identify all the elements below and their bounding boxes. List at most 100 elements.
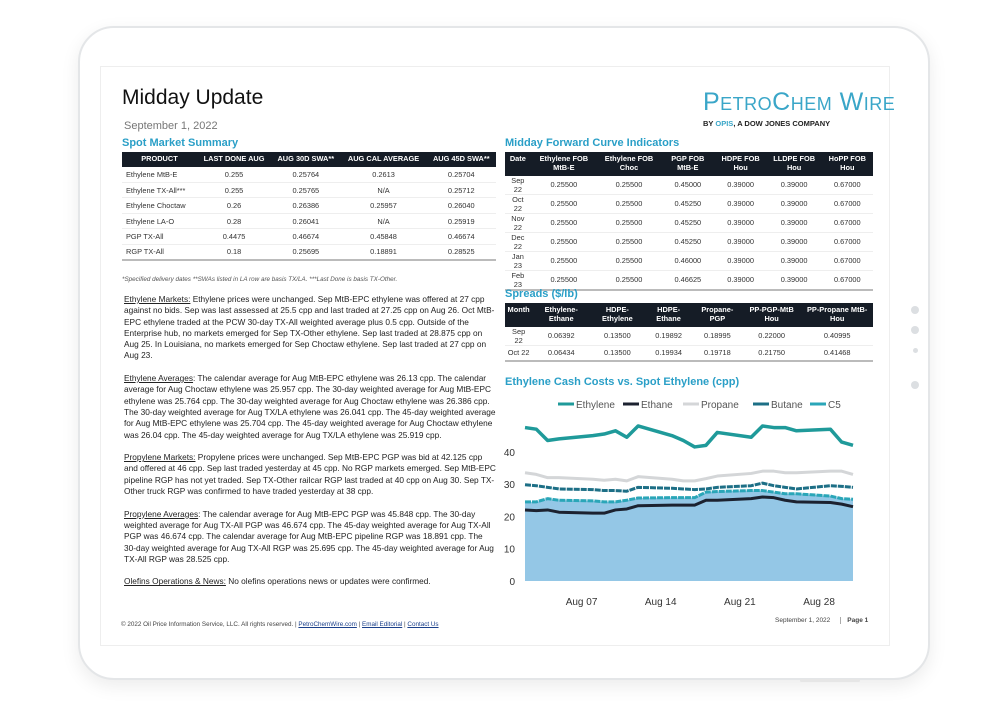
table-cell: 0.25500 (596, 270, 662, 291)
column-header[interactable]: Date (505, 152, 531, 176)
table-cell: 0.25500 (596, 251, 662, 271)
column-header[interactable]: Ethylene FOB Choc (596, 152, 662, 176)
table-cell: 0.26 (196, 197, 272, 214)
spreads-title: Spreads ($/lb) (505, 288, 578, 300)
table-cell: 0.39000 (766, 251, 822, 271)
x-tick-label: Aug 28 (803, 597, 835, 608)
paragraph-text: Propylene prices were unchanged. Sep MtB… (124, 452, 496, 497)
table-cell: Feb 23 (505, 270, 531, 291)
column-header[interactable]: PP-PGP-MtB Hou (741, 303, 802, 327)
table-row: Ethylene LA-O 0.28 0.26041 N/A 0.25919 (122, 213, 496, 230)
table-cell: Ethylene TX-All*** (122, 182, 197, 199)
table-row: Oct 22 0.25500 0.25500 0.45250 0.39000 0.3900… (505, 194, 873, 214)
paragraph-text: Ethylene prices were unchanged. Sep MtB-… (124, 294, 495, 361)
table-cell: Oct 22 (505, 194, 531, 214)
paragraph-text: : The calendar average for Aug MtB-EPC e… (124, 373, 496, 440)
y-tick-label: 20 (504, 512, 516, 523)
table-cell: 0.41468 (801, 345, 873, 362)
column-header[interactable]: HDPE-Ethylene (590, 303, 645, 327)
column-header[interactable]: HoPP FOB Hou (821, 152, 873, 176)
footer: © 2022 Oil Price Information Service, LL… (121, 621, 439, 628)
table-cell: 0.13500 (590, 345, 645, 362)
column-header[interactable]: LLDPE FOB Hou (766, 152, 822, 176)
table-row: Sep 22 0.25500 0.25500 0.45000 0.39000 0.3900… (505, 175, 873, 195)
table-cell: 0.67000 (821, 232, 873, 252)
table-cell: 0.28 (196, 213, 272, 230)
column-header[interactable]: Ethylene-Ethane (532, 303, 591, 327)
table-cell: N/A (340, 213, 427, 230)
logo: PetroChem Wire (703, 88, 896, 116)
page-number: Page 1 (840, 617, 869, 624)
table-cell: 0.255 (196, 166, 272, 183)
table-cell: 0.46674 (426, 228, 496, 245)
column-header[interactable]: PRODUCT (122, 152, 197, 167)
footer-right: September 1, 2022 Page 1 (775, 617, 869, 624)
column-header[interactable]: HDPE-Ethane (644, 303, 693, 327)
table-cell: 0.18891 (340, 244, 427, 261)
table-cell: 0.18995 (692, 326, 742, 346)
table-cell: 0.25500 (530, 270, 597, 291)
table-row: Ethylene Choctaw 0.26 0.26386 0.25957 0.2604… (122, 197, 496, 214)
table-cell: 0.25500 (530, 213, 597, 233)
email-editorial-link[interactable]: Email Editorial (362, 621, 403, 628)
legend-label: Butane (771, 400, 803, 411)
column-header[interactable]: AUG CAL AVERAGE (340, 152, 427, 167)
table-cell: 0.67000 (821, 213, 873, 233)
table-cell: 0.19892 (644, 326, 693, 346)
column-header[interactable]: AUG 30D SWA** (271, 152, 341, 167)
paragraph-label: Propylene Markets: (124, 452, 196, 463)
table-cell: Dec 22 (505, 232, 531, 252)
table-cell: Nov 22 (505, 213, 531, 233)
table-cell: 0.39000 (766, 175, 822, 195)
table-row: Dec 22 0.25500 0.25500 0.45250 0.39000 0.3900… (505, 232, 873, 252)
table-row: Ethylene MtB-E 0.255 0.25764 0.2613 0.25704 (122, 166, 496, 183)
table-cell: N/A (340, 182, 427, 199)
table-cell: 0.46674 (271, 228, 341, 245)
column-header[interactable]: PGP FOB MtB-E (661, 152, 715, 176)
paragraph-label: Olefins Operations & News: (124, 576, 226, 587)
side-button (913, 348, 918, 353)
column-header[interactable]: PP-Propane MtB-Hou (801, 303, 873, 327)
spot-market-table: PRODUCT LAST DONE AUG AUG 30D SWA** AUG CAL… (122, 152, 496, 261)
header-row: PRODUCT LAST DONE AUG AUG 30D SWA** AUG CAL… (122, 152, 496, 167)
contact-us-link[interactable]: Contact Us (407, 621, 439, 628)
table-cell: 0.39000 (714, 270, 767, 291)
table-cell: 0.39000 (714, 251, 767, 271)
table-cell: 0.06434 (532, 345, 591, 362)
table-cell: Sep 22 (505, 175, 531, 195)
table-cell: 0.19718 (692, 345, 742, 362)
table-cell: 0.46625 (661, 270, 715, 291)
column-header[interactable]: HDPE FOB Hou (714, 152, 767, 176)
table-cell: 0.25500 (530, 232, 597, 252)
table-row: PGP TX-All 0.4475 0.46674 0.45848 0.46674 (122, 228, 496, 245)
table-cell: 0.45250 (661, 213, 715, 233)
spreads-table: Month Ethylene-Ethane HDPE-Ethylene HDPE-Et… (505, 303, 873, 362)
column-header[interactable]: Month (505, 303, 533, 327)
table-cell: PGP TX-All (122, 228, 197, 245)
column-header[interactable]: Ethylene FOB MtB-E (530, 152, 597, 176)
column-header[interactable]: Propane-PGP (692, 303, 742, 327)
table-cell: 0.39000 (766, 232, 822, 252)
column-header[interactable]: LAST DONE AUG (196, 152, 272, 167)
table-cell: 0.67000 (821, 270, 873, 291)
table-cell: 0.39000 (766, 194, 822, 214)
table-cell: 0.45848 (340, 228, 427, 245)
table-cell: 0.18 (196, 244, 272, 261)
table-cell: Ethylene Choctaw (122, 197, 197, 214)
series-line-butane (524, 481, 854, 493)
table-cell: 0.25765 (271, 182, 341, 199)
table-row: Oct 22 0.06434 0.13500 0.19934 0.19718 0.2175… (505, 345, 873, 362)
ethylene-cash-cost-chart: 0 10 20 30 40 Aug 07 Aug 14 Aug 21 Aug 28 Ethylen… (504, 400, 854, 608)
website-link[interactable]: PetroChemWire.com (298, 621, 357, 628)
side-button (911, 306, 919, 314)
logo-subtitle: BY OPIS, A DOW JONES COMPANY (703, 119, 830, 128)
logo-sub-post: , A DOW JONES COMPANY (733, 119, 831, 128)
header-row: Month Ethylene-Ethane HDPE-Ethylene HDPE-Et… (505, 303, 873, 327)
commentary-paragraph: Ethylene Averages: The calendar average … (124, 373, 496, 441)
table-cell: 0.40995 (801, 326, 873, 346)
column-header[interactable]: AUG 45D SWA** (426, 152, 496, 167)
y-tick-label: 30 (504, 480, 516, 491)
table-cell: 0.28525 (426, 244, 496, 261)
table-row: Sep 22 0.06392 0.13500 0.19892 0.18995 0.2200… (505, 326, 873, 346)
table-cell: 0.67000 (821, 175, 873, 195)
